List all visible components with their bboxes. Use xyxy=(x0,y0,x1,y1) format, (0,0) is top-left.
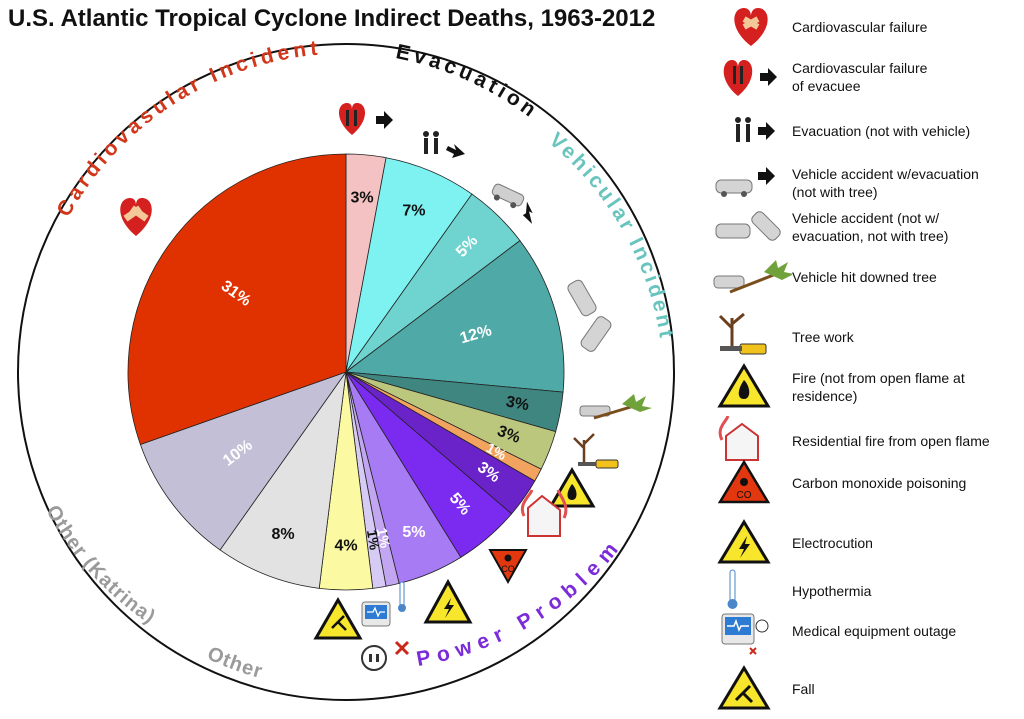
medical-monitor-icon xyxy=(361,601,391,627)
pie-slice xyxy=(219,371,347,589)
pie-slices xyxy=(127,153,565,591)
house-fire-icon xyxy=(520,489,568,537)
thermometer-icon xyxy=(398,581,406,612)
evacuation-walkers-icon xyxy=(423,131,465,158)
car-crash-icon xyxy=(567,279,612,352)
slice-label: 3% xyxy=(351,190,374,207)
outer-ring xyxy=(17,43,675,701)
carbon-monoxide-icon: CO xyxy=(488,549,528,585)
fall-warning-icon xyxy=(313,597,363,640)
chainsaw-tree-icon xyxy=(573,433,619,469)
group-label-vehicular: Vehicular Incident xyxy=(545,128,679,342)
fire-warning-icon xyxy=(548,467,596,508)
slice-label: 3% xyxy=(505,393,531,414)
pie-slice xyxy=(139,371,348,551)
chart-title: U.S. Atlantic Tropical Cyclone Indirect … xyxy=(8,5,655,32)
group-label-other-katrina: Other (Katrina) xyxy=(42,502,160,629)
car-evacuation-icon xyxy=(491,183,533,224)
group-label-evacuation: Evacuation xyxy=(394,40,543,123)
plug-icon xyxy=(361,640,410,671)
electrocution-warning-icon xyxy=(423,578,473,624)
heart-bandage-icon xyxy=(120,198,152,236)
pie-slice xyxy=(127,153,347,445)
slice-label: 1% xyxy=(374,526,394,550)
slice-label: 8% xyxy=(271,526,294,543)
slice-label: 5% xyxy=(402,524,425,541)
group-label-other: Other xyxy=(204,643,265,684)
slice-label: 4% xyxy=(334,538,357,555)
svg-text:CO: CO xyxy=(501,564,515,574)
slice-label: 1% xyxy=(364,529,383,552)
heart-evacuee-icon xyxy=(338,103,393,135)
pie-slice xyxy=(344,240,565,393)
slice-label: 7% xyxy=(402,203,425,220)
car-tree-icon xyxy=(579,394,652,420)
